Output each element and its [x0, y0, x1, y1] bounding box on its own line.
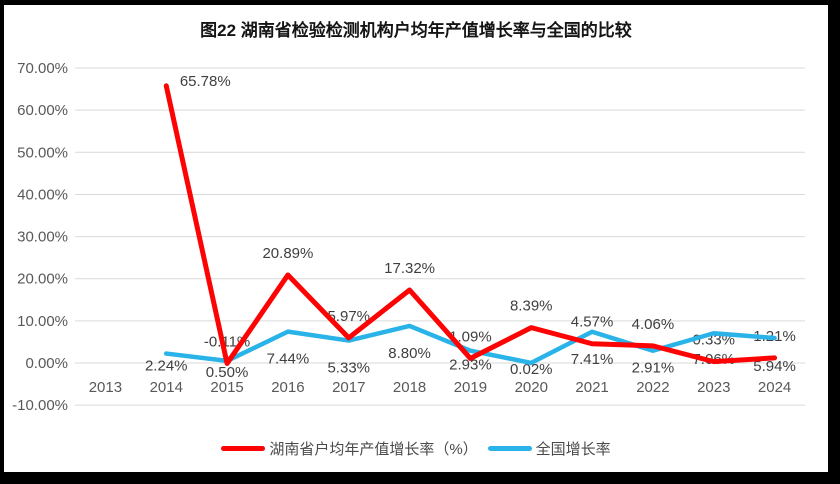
legend-label-hunan: 湖南省户均年产值增长率（%）: [269, 441, 478, 458]
y-axis-tick-label: 0.00%: [25, 355, 68, 372]
x-axis-label: 2018: [393, 379, 426, 396]
y-axis-tick-label: 10.00%: [17, 313, 68, 330]
legend-swatch-national: [487, 446, 532, 451]
x-axis-label: 2021: [575, 379, 608, 396]
data-label-hunan: 1.09%: [449, 328, 492, 345]
series-line-hunan: [163, 83, 778, 366]
y-axis-tick-label: 60.00%: [17, 102, 68, 119]
legend-label-national: 全国增长率: [535, 441, 611, 458]
plot-area: 70.00% 60.00% 50.00% 40.00% 30.00% 20.00% 10.0…: [12, 60, 805, 414]
y-axis-tick-label: 50.00%: [17, 144, 68, 161]
x-axis-label: 2022: [636, 379, 669, 396]
x-axis-label: 2014: [150, 379, 183, 396]
data-label-hunan: 8.39%: [510, 298, 553, 315]
x-axis-label: 2020: [515, 379, 548, 396]
data-label-national: 2.24%: [145, 358, 188, 375]
x-axis-label: 2015: [210, 379, 243, 396]
chart-canvas: 图22 湖南省检验检测机构户均年产值增长率与全国的比较 70.00% 60.00%…: [4, 5, 828, 472]
data-label-national: 0.50%: [206, 364, 249, 381]
data-label-national: 7.41%: [571, 351, 614, 368]
data-label-national: 2.91%: [632, 360, 675, 377]
y-axis-tick-label: 40.00%: [17, 186, 68, 203]
data-label-national: 5.33%: [327, 360, 370, 377]
data-label-hunan: 17.32%: [384, 260, 435, 277]
data-label-hunan: 65.78%: [180, 73, 231, 90]
x-axis-label: 2013: [89, 379, 122, 396]
data-label-hunan: 4.57%: [571, 314, 614, 331]
legend-item-hunan: 湖南省户均年产值增长率（%）: [221, 438, 478, 459]
x-axis-label: 2019: [454, 379, 487, 396]
y-axis-tick-label: 30.00%: [17, 229, 68, 246]
data-label-national: 8.80%: [388, 345, 431, 362]
data-label-hunan: 20.89%: [262, 245, 313, 262]
x-axis-label: 2024: [758, 379, 791, 396]
data-label-national: 5.94%: [753, 358, 796, 375]
y-axis-tick-label: 20.00%: [17, 271, 68, 288]
legend: 湖南省户均年产值增长率（%） 全国增长率: [4, 438, 828, 459]
x-axis-label: 2023: [697, 379, 730, 396]
data-label-hunan: 4.06%: [632, 316, 675, 333]
data-label-national: 7.44%: [267, 351, 310, 368]
legend-item-national: 全国增长率: [487, 438, 611, 459]
x-axis-label: 2017: [332, 379, 365, 396]
y-axis-tick-label: -10.00%: [12, 397, 68, 414]
data-label-national: 0.02%: [510, 361, 553, 378]
data-label-national: 2.93%: [449, 357, 492, 374]
x-axis-label: 2016: [271, 379, 304, 396]
y-axis-tick-label: 70.00%: [17, 60, 68, 77]
chart-title: 图22 湖南省检验检测机构户均年产值增长率与全国的比较: [200, 21, 632, 40]
data-label-hunan: 5.97%: [327, 308, 370, 325]
series-line-national: [164, 323, 777, 366]
legend-swatch-hunan: [221, 446, 266, 451]
